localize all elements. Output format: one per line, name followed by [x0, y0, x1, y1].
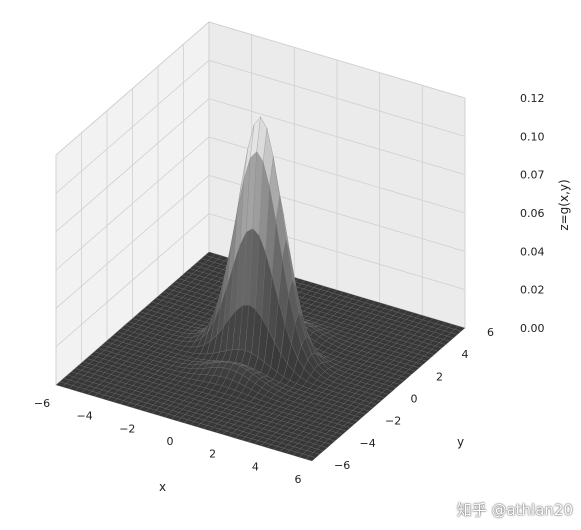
y-tick-label: 6 — [487, 326, 494, 339]
tick-labels: −6 −6 −4 −4 −2 −2 0 0 2 2 4 4 6 6 0.00 0.02 0.04 0.06 0.07… — [34, 92, 545, 486]
x-tick-label: −2 — [119, 422, 135, 435]
x-tick-label: 6 — [295, 473, 302, 486]
y-tick-label: −6 — [334, 459, 350, 472]
y-tick-label: −2 — [385, 415, 401, 428]
z-tick-label: 0.02 — [520, 284, 545, 297]
x-tick-label: −6 — [34, 397, 50, 410]
z-tick-label: 0.12 — [520, 92, 545, 105]
x-tick-label: 4 — [252, 460, 259, 473]
surface-cell — [305, 455, 317, 462]
grid-line-z — [55, 59, 466, 194]
z-tick-label: 0.07 — [520, 169, 545, 182]
x-tick-label: 2 — [209, 448, 216, 461]
grid-line-z — [55, 174, 466, 309]
grid-line-z — [55, 21, 466, 156]
z-tick-label: 0.06 — [520, 207, 545, 220]
y-tick-label: 2 — [436, 370, 443, 383]
grid-line-z — [55, 213, 466, 347]
y-tick-label: 0 — [411, 393, 418, 406]
surface-mesh — [55, 116, 466, 462]
grid-line-z — [55, 98, 466, 232]
z-tick-label: 0.10 — [520, 130, 545, 143]
grid-lines — [55, 21, 466, 386]
x-axis-label: x — [159, 480, 166, 494]
y-axis-label: y — [457, 435, 464, 449]
z-tick-label: 0.04 — [520, 245, 545, 258]
x-tick-label: −4 — [77, 410, 93, 423]
z-axis-label: z=g(x,y) — [557, 179, 571, 230]
y-tick-label: 4 — [462, 348, 469, 361]
y-tick-label: −4 — [360, 437, 376, 450]
z-tick-label: 0.00 — [520, 322, 545, 335]
grid-line-z — [55, 136, 466, 271]
x-tick-label: 0 — [167, 435, 174, 448]
watermark: 知乎 @athlan20 — [456, 501, 573, 519]
